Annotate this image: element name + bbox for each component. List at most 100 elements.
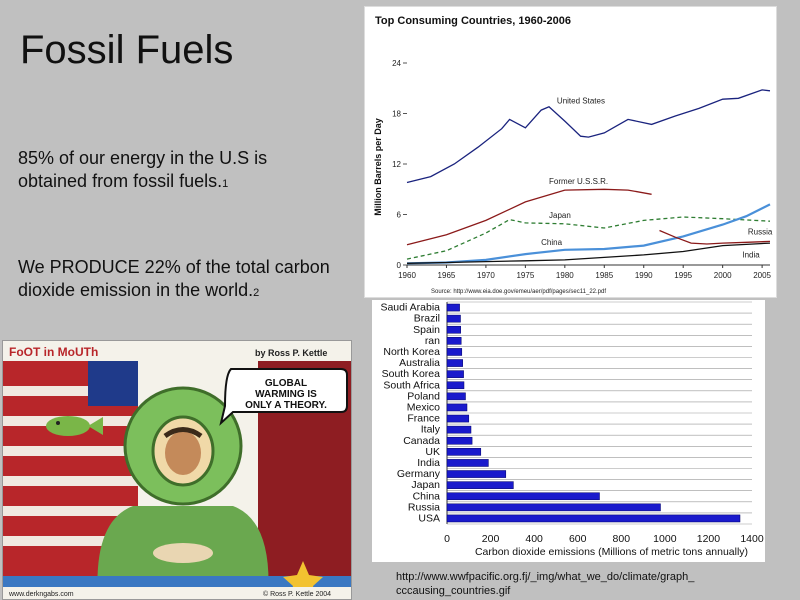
series-label: Russia bbox=[748, 228, 773, 237]
bar-france bbox=[446, 414, 470, 423]
bar-south-korea bbox=[446, 370, 464, 378]
x-tick-label: 2000 bbox=[714, 271, 732, 280]
fish bbox=[46, 416, 90, 436]
series-line-japan bbox=[406, 216, 771, 260]
bar-uk bbox=[446, 448, 482, 456]
bar-australia bbox=[446, 359, 463, 367]
bar-category-label: Japan bbox=[411, 479, 440, 491]
bar-category-label: France bbox=[407, 413, 440, 425]
bar-category-label: Germany bbox=[397, 468, 441, 480]
speech-line-1: GLOBAL bbox=[265, 378, 307, 389]
line-chart-title: Top Consuming Countries, 1960-2006 bbox=[375, 15, 571, 27]
bar-china bbox=[446, 492, 600, 501]
bar-category-label: North Korea bbox=[383, 346, 440, 358]
bar-category-label: Canada bbox=[403, 435, 440, 447]
bar-x-axis-label: Carbon dioxide emissions (Millions of me… bbox=[475, 546, 748, 558]
series-line-united-states bbox=[406, 89, 771, 184]
bar-category-label: USA bbox=[418, 513, 440, 525]
bar-x-tick-label: 1000 bbox=[653, 533, 677, 545]
bar-x-tick-label: 1400 bbox=[740, 533, 764, 545]
emission-fact-text: We PRODUCE 22% of the total carbon dioxi… bbox=[18, 257, 330, 300]
y-tick-label: 24 bbox=[392, 59, 401, 68]
bar-category-label: South Africa bbox=[383, 379, 440, 391]
bar-saudi-arabia bbox=[446, 303, 460, 312]
bar-spain bbox=[446, 325, 461, 334]
y-tick-label: 0 bbox=[397, 261, 402, 270]
political-cartoon: FoOT in MoUTh by Ross P. Kettle GLOBAL W… bbox=[2, 340, 352, 600]
bar-x-tick-label: 1200 bbox=[697, 533, 721, 545]
cartoon-title: FoOT in MoUTh bbox=[9, 345, 98, 359]
x-tick-label: 2005 bbox=[753, 271, 771, 280]
clasped-hands bbox=[153, 543, 213, 563]
series-label: Japan bbox=[549, 211, 571, 220]
bar-category-label: ran bbox=[425, 335, 440, 347]
emissions-bar-chart: Saudi Arabia Brazil Spain ran North Korea Aus… bbox=[372, 300, 765, 562]
bar-category-label: UK bbox=[425, 446, 440, 458]
bar-germany bbox=[446, 470, 507, 478]
flag-canton bbox=[88, 361, 138, 406]
face bbox=[165, 431, 201, 475]
bar-category-label: Russia bbox=[408, 501, 440, 513]
footnote-ref-2: 2 bbox=[253, 287, 260, 299]
speech-bubble bbox=[219, 368, 348, 426]
bar-category-label: Saudi Arabia bbox=[380, 302, 440, 314]
x-tick-label: 1985 bbox=[595, 271, 613, 280]
emission-fact: We PRODUCE 22% of the total carbon dioxi… bbox=[18, 256, 338, 305]
series-label: Former U.S.S.R. bbox=[549, 177, 608, 186]
series-label: India bbox=[742, 250, 760, 259]
bar-category-label: Brazil bbox=[414, 313, 440, 325]
bar-x-tick-label: 800 bbox=[613, 533, 631, 545]
bar-category-label: India bbox=[417, 457, 440, 469]
y-tick-label: 12 bbox=[392, 160, 401, 169]
bar-mexico bbox=[446, 403, 468, 412]
bar-india bbox=[446, 459, 489, 467]
x-tick-label: 1960 bbox=[398, 271, 416, 280]
bar-iran bbox=[446, 337, 462, 345]
series-line-former-u-s-s-r- bbox=[406, 188, 652, 246]
bar-category-label: China bbox=[413, 490, 441, 502]
cartoon-byline: by Ross P. Kettle bbox=[255, 348, 327, 358]
bar-russia bbox=[446, 503, 661, 512]
bar-category-label: Mexico bbox=[407, 402, 440, 414]
series-label: China bbox=[541, 238, 562, 247]
line-chart-ylabel: Million Barrels per Day bbox=[373, 118, 383, 216]
x-tick-label: 1990 bbox=[635, 271, 653, 280]
series-label: United States bbox=[557, 96, 605, 105]
cartoon-illustration: FoOT in MoUTh by Ross P. Kettle GLOBAL W… bbox=[3, 341, 351, 599]
cartoon-copyright: © Ross P. Kettle 2004 bbox=[263, 590, 331, 598]
bar-x-tick-label: 0 bbox=[444, 533, 450, 545]
x-tick-label: 1975 bbox=[516, 271, 534, 280]
slide-title: Fossil Fuels bbox=[20, 28, 234, 72]
bar-south-africa bbox=[446, 381, 465, 390]
x-tick-label: 1970 bbox=[477, 271, 495, 280]
y-tick-label: 6 bbox=[397, 211, 402, 220]
series-line-russia bbox=[659, 229, 771, 245]
bar-japan bbox=[446, 481, 514, 489]
bar-x-tick-label: 600 bbox=[569, 533, 587, 545]
consumption-line-chart: Top Consuming Countries, 1960-2006 Millio… bbox=[364, 6, 777, 298]
bar-category-label: Italy bbox=[421, 424, 441, 436]
energy-fact: 85% of our energy in the U.S is obtained… bbox=[18, 147, 338, 196]
speech-line-2: WARMING IS bbox=[255, 389, 317, 400]
bar-canada bbox=[446, 436, 473, 445]
line-chart-source: Source: http://www.eia.doe.gov/emeu/aer/… bbox=[431, 289, 606, 295]
bar-north-korea bbox=[446, 348, 463, 356]
bar-x-tick-label: 400 bbox=[525, 533, 543, 545]
bar-category-label: South Korea bbox=[382, 368, 441, 380]
bar-category-label: Australia bbox=[399, 357, 440, 369]
x-tick-label: 1980 bbox=[556, 271, 574, 280]
source-link[interactable]: http://www.wwfpacific.org.fj/_img/what_w… bbox=[396, 571, 695, 597]
y-tick-label: 18 bbox=[392, 110, 401, 119]
x-tick-label: 1965 bbox=[438, 271, 456, 280]
x-tick-label: 1995 bbox=[674, 271, 692, 280]
bar-category-label: Poland bbox=[407, 390, 440, 402]
bar-poland bbox=[446, 392, 466, 401]
bar-italy bbox=[446, 425, 472, 434]
energy-fact-text: 85% of our energy in the U.S is obtained… bbox=[18, 148, 268, 191]
line-chart-svg: Top Consuming Countries, 1960-2006 Millio… bbox=[373, 15, 773, 295]
cartoon-site: www.derkngabs.com bbox=[8, 591, 74, 598]
footnote-ref-1: 1 bbox=[222, 178, 229, 190]
bar-brazil bbox=[446, 314, 461, 323]
bar-category-label: Spain bbox=[413, 324, 440, 336]
